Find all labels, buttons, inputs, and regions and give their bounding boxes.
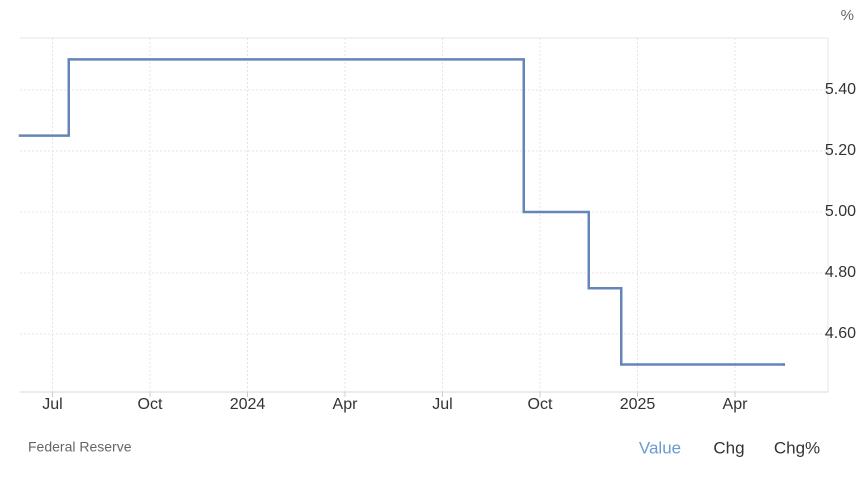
x-tick-label: Jul [42,396,62,413]
y-tick-label: 4.80 [825,264,856,281]
tab[interactable]: Chg% [774,438,820,457]
x-tick-label: 2024 [230,396,266,413]
x-tick-label: Apr [333,396,359,413]
y-tick-label: 5.40 [825,81,856,98]
y-tick-label: 5.00 [825,203,856,220]
tab[interactable]: Value [639,438,681,457]
x-tick-label: Oct [528,396,553,413]
y-tick-label: 4.60 [825,325,856,342]
x-tick-label: Oct [138,396,163,413]
x-tick-label: Jul [432,396,452,413]
x-tick-label: Apr [723,396,749,413]
tab[interactable]: Chg [713,438,744,457]
x-tick-label: 2025 [620,396,656,413]
unit-label: % [841,7,854,24]
source: Federal Reserve [28,439,132,455]
y-tick-label: 5.20 [825,142,856,159]
